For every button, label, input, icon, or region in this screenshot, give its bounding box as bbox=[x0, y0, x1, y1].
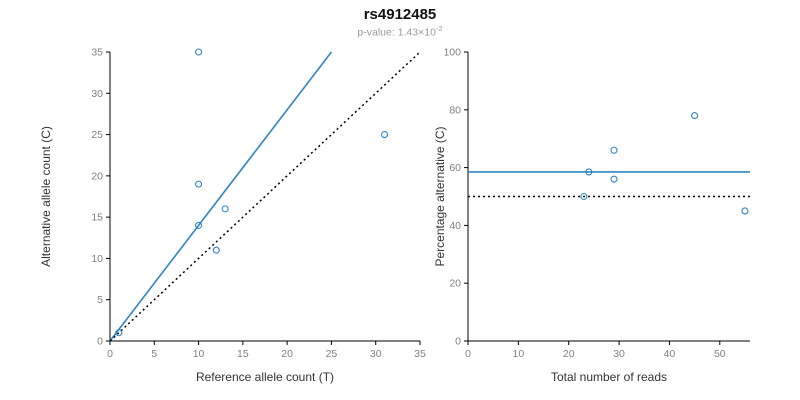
y-tick-label: 0 bbox=[455, 336, 461, 348]
data-point bbox=[212, 246, 220, 254]
data-point bbox=[585, 168, 593, 176]
x-tick-label: 10 bbox=[513, 348, 525, 360]
data-point bbox=[221, 205, 229, 213]
y-tick-label: 25 bbox=[91, 129, 103, 141]
x-tick-label: 15 bbox=[237, 348, 249, 360]
x-tick-label: 30 bbox=[370, 348, 382, 360]
y-tick-label: 40 bbox=[449, 220, 461, 232]
p-value-prefix: p-value: bbox=[357, 26, 398, 39]
y-axis-label: Alternative allele count (C) bbox=[39, 126, 53, 267]
fit-line bbox=[109, 51, 333, 342]
y-tick-label: 10 bbox=[91, 253, 103, 265]
data-point bbox=[741, 207, 749, 215]
identity-line bbox=[109, 51, 421, 342]
data-point bbox=[381, 131, 389, 139]
p-value-exponent: -2 bbox=[435, 24, 443, 33]
x-tick-label: 40 bbox=[664, 348, 676, 360]
x-tick-label: 5 bbox=[151, 348, 157, 360]
y-tick-label: 30 bbox=[91, 88, 103, 100]
x-tick-label: 50 bbox=[714, 348, 726, 360]
x-tick-label: 30 bbox=[613, 348, 625, 360]
x-tick-label: 0 bbox=[465, 348, 471, 360]
data-point bbox=[610, 175, 618, 183]
data-point bbox=[580, 192, 588, 201]
x-axis-label: Reference allele count (T) bbox=[196, 370, 334, 384]
charts-row: 0 5 10 15 20 25 30 35 0 5 10 15 20 25 30 35 Reference al… bbox=[30, 38, 760, 393]
data-point bbox=[610, 146, 618, 154]
y-tick-label: 60 bbox=[449, 162, 461, 174]
y-tick-label: 15 bbox=[91, 212, 103, 224]
page-title: rs4912485 bbox=[363, 6, 437, 23]
data-point bbox=[115, 329, 123, 337]
x-tick-label: 10 bbox=[193, 348, 205, 360]
y-tick-label: 20 bbox=[449, 278, 461, 290]
chart-header: rs4912485 p-value: 1.43×10-2 bbox=[0, 6, 800, 40]
x-tick-label: 25 bbox=[326, 348, 338, 360]
y-tick-label: 100 bbox=[443, 47, 461, 59]
data-point bbox=[195, 48, 203, 56]
data-point bbox=[195, 180, 203, 188]
x-tick-label: 20 bbox=[281, 348, 293, 360]
allele-count-scatter-plot: 0 5 10 15 20 25 30 35 0 5 10 15 20 25 30 35 Reference al… bbox=[39, 47, 426, 385]
y-tick-label: 0 bbox=[97, 336, 103, 348]
y-tick-label: 80 bbox=[449, 104, 461, 116]
p-value-subtitle: p-value: 1.43×10-2 bbox=[0, 24, 800, 40]
y-tick-label: 35 bbox=[91, 47, 103, 59]
x-tick-label: 0 bbox=[107, 348, 113, 360]
y-axis-label: Percentage alternative (C) bbox=[433, 126, 447, 266]
y-tick-label: 20 bbox=[91, 170, 103, 182]
x-tick-label: 20 bbox=[563, 348, 575, 360]
p-value-base: 1.43×10 bbox=[397, 26, 436, 39]
y-tick-label: 5 bbox=[97, 294, 103, 306]
data-point bbox=[195, 221, 203, 229]
x-tick-label: 35 bbox=[414, 348, 426, 360]
x-axis-label: Total number of reads bbox=[551, 370, 667, 384]
data-point bbox=[691, 112, 699, 120]
reads-percentage-scatter-plot: 0 10 20 30 40 50 0 20 40 60 80 100 Total number of r… bbox=[433, 47, 750, 384]
